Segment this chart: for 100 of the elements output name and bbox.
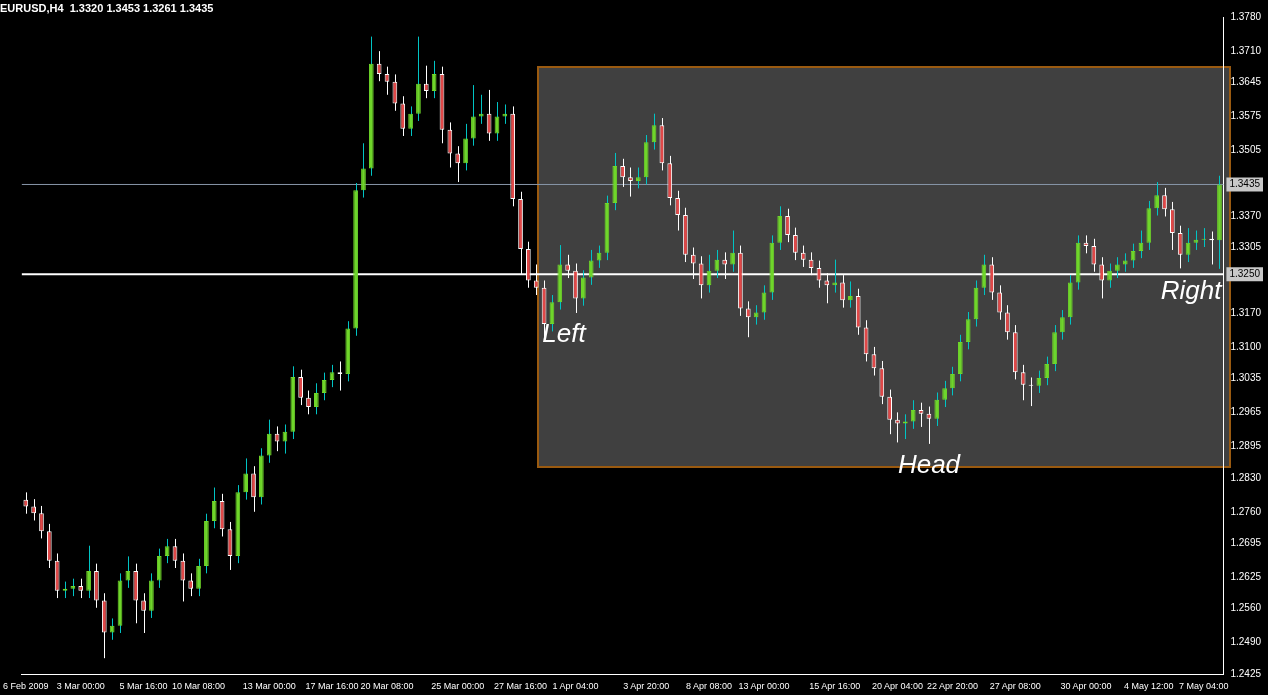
- y-tick-label: 1.3305: [1230, 241, 1262, 253]
- x-tick-label: 13 Mar 00:00: [242, 681, 296, 692]
- x-tick-label: 1 Apr 04:00: [552, 681, 599, 692]
- candlestick: [423, 65, 429, 99]
- x-tick-label: 7 May 04:00: [1179, 681, 1229, 692]
- x-tick-label: 4 May 12:00: [1124, 681, 1174, 692]
- candlestick: [502, 103, 508, 125]
- x-tick-label: 3 Apr 20:00: [623, 681, 670, 692]
- candlestick: [1060, 309, 1065, 341]
- candlestick: [910, 399, 916, 430]
- candlestick: [848, 280, 853, 309]
- y-tick-label: 1.3100: [1230, 340, 1262, 352]
- x-tick-label: 20 Mar 08:00: [360, 681, 414, 692]
- ref-line-label: 1.3250: [1229, 267, 1261, 279]
- candlestick: [588, 249, 594, 286]
- candlestick: [408, 105, 413, 137]
- x-tick-label: 30 Apr 00:00: [1060, 681, 1112, 692]
- candlestick: [745, 300, 751, 338]
- candlestick: [478, 94, 484, 125]
- candlestick: [180, 552, 186, 602]
- candlestick: [997, 284, 1002, 321]
- y-tick-label: 1.2895: [1230, 440, 1262, 452]
- candlestick: [251, 465, 256, 513]
- candlestick: [675, 190, 680, 232]
- candlestick: [188, 572, 194, 597]
- y-tick-label: 1.2625: [1230, 570, 1262, 582]
- candlestick: [1154, 181, 1160, 217]
- candlestick: [1107, 263, 1112, 289]
- candlestick: [31, 498, 36, 521]
- chart-title: EURUSD,H4 1.3320 1.3453 1.3261 1.3435: [0, 1, 214, 14]
- candlestick: [1020, 364, 1026, 401]
- candlestick: [39, 505, 44, 539]
- y-tick-label: 1.3370: [1230, 209, 1262, 221]
- candlestick: [887, 389, 892, 435]
- candlestick: [620, 158, 625, 188]
- candlestick: [628, 167, 633, 198]
- y-tick-label: 1.2695: [1230, 537, 1262, 549]
- x-tick-label: 22 Apr 20:00: [926, 681, 978, 692]
- x-tick-label: 27 Apr 08:00: [989, 681, 1041, 692]
- y-tick-label: 1.3710: [1230, 44, 1262, 56]
- candlestick: [211, 487, 217, 529]
- candlestick: [447, 121, 453, 169]
- x-tick-label: 5 Mar 16:00: [119, 681, 168, 692]
- candlestick: [832, 259, 838, 294]
- candlestick: [730, 230, 735, 273]
- annotation: Right: [1160, 275, 1224, 306]
- candlestick: [793, 227, 798, 261]
- candlestick: [1005, 304, 1010, 341]
- candlestick: [463, 123, 468, 171]
- x-tick-label: 27 Mar 16:00: [494, 681, 548, 692]
- ref-line-label: 1.3435: [1229, 178, 1261, 190]
- candlestick: [141, 592, 146, 634]
- annotation: Head: [897, 449, 962, 480]
- candlestick: [455, 145, 461, 183]
- candlestick: [23, 491, 29, 515]
- y-tick-label: 1.2490: [1230, 636, 1262, 648]
- x-tick-label: 17 Mar 16:00: [305, 681, 359, 692]
- candlestick: [361, 142, 366, 199]
- candlestick: [298, 369, 303, 406]
- y-tick-label: 1.3780: [1230, 10, 1262, 22]
- x-tick-label: 8 Apr 08:00: [685, 681, 733, 692]
- candlestick: [196, 558, 201, 597]
- candlestick: [78, 578, 84, 599]
- candlestick: [313, 382, 319, 415]
- candlestick: [1044, 356, 1050, 386]
- x-tick-label: 6 Feb 2009: [2, 681, 49, 692]
- candlestick: [950, 366, 955, 396]
- annotation: Left: [542, 318, 588, 349]
- x-tick-label: 10 Mar 08:00: [172, 681, 226, 692]
- candlestick: [1170, 201, 1175, 251]
- candlestick: [109, 617, 115, 641]
- x-tick-label: 25 Mar 00:00: [431, 681, 485, 692]
- candlestick: [895, 411, 900, 443]
- candlestick: [400, 95, 406, 137]
- y-tick-label: 1.3645: [1230, 76, 1262, 88]
- candlestick: [965, 311, 971, 350]
- candlestick: [635, 167, 641, 189]
- y-tick-label: 1.2760: [1230, 505, 1262, 517]
- y-tick-label: 1.2425: [1230, 667, 1262, 679]
- candlestick: [785, 208, 790, 243]
- candlestick: [431, 60, 437, 99]
- candlestick: [306, 390, 311, 415]
- y-tick-label: 1.3575: [1230, 110, 1262, 122]
- candlestick: [243, 457, 249, 501]
- y-tick-label: 1.2830: [1230, 471, 1262, 483]
- candlestick: [86, 545, 91, 599]
- candlestick: [1193, 230, 1199, 251]
- y-tick-label: 1.3035: [1230, 372, 1262, 384]
- x-tick-label: 3 Mar 00:00: [56, 681, 105, 692]
- y-tick-label: 1.3505: [1230, 144, 1262, 156]
- candlestick: [1162, 187, 1167, 217]
- x-tick-label: 20 Apr 04:00: [871, 681, 924, 692]
- candlestick: [376, 50, 382, 82]
- candlestick: [1115, 256, 1120, 279]
- candlestick: [934, 391, 940, 427]
- x-tick-label: 15 Apr 16:00: [809, 681, 861, 692]
- y-tick-label: 1.2560: [1230, 602, 1262, 614]
- candlestick: [321, 372, 327, 401]
- candlestick: [471, 84, 476, 147]
- candlestick: [266, 419, 272, 464]
